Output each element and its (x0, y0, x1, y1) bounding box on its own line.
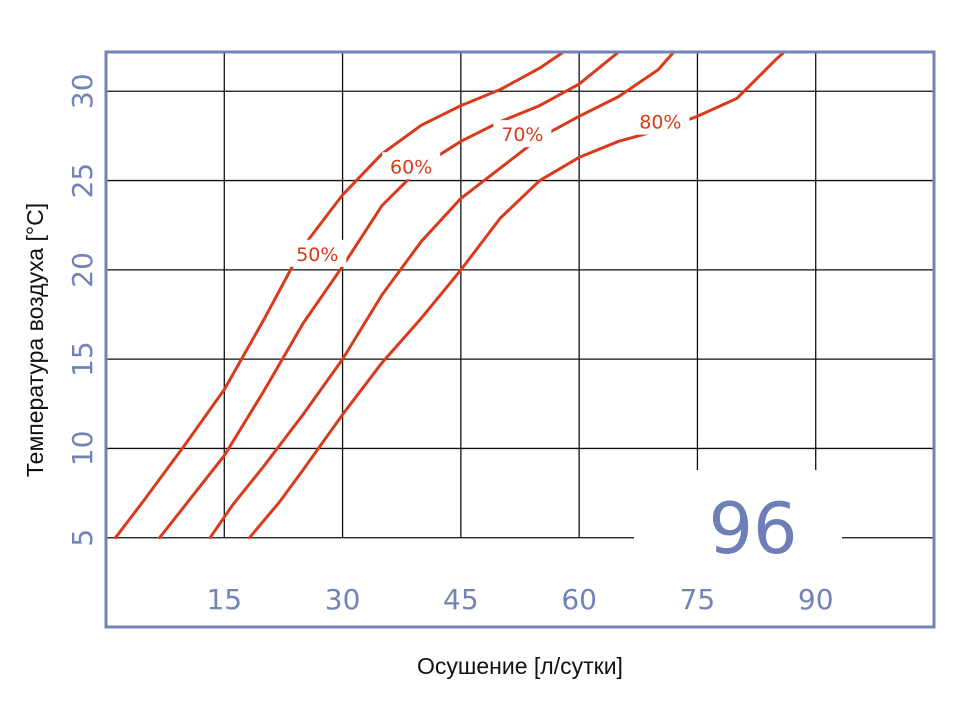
y-tick-5: 5 (66, 529, 99, 547)
y-tick-20: 20 (66, 252, 99, 288)
series-line-50pct (114, 50, 565, 540)
series-label-80pct: 80% (639, 112, 681, 134)
y-tick-30: 30 (66, 73, 99, 109)
x-tick-labels: 15 30 45 60 75 90 (206, 583, 833, 616)
x-axis-title: Осушение [л/сутки] (417, 653, 623, 679)
x-tick-75: 75 (680, 583, 716, 616)
series-label-50pct: 50% (296, 244, 338, 266)
series-label-bg-80pct (631, 107, 690, 135)
series-label-70pct: 70% (501, 124, 543, 146)
series-line-60pct (158, 50, 621, 540)
x-tick-30: 30 (325, 583, 361, 616)
series-label-bg-70pct (493, 120, 552, 148)
series-line-80pct (248, 50, 786, 540)
y-tick-25: 25 (66, 163, 99, 199)
y-tick-labels: 5 10 15 20 25 30 (66, 73, 99, 546)
series-lines: 50% 60% 70% 80% (114, 50, 786, 540)
x-tick-15: 15 (206, 583, 242, 616)
x-tick-45: 45 (443, 583, 479, 616)
badge-background (634, 470, 842, 610)
series-label-60pct: 60% (390, 156, 432, 178)
x-tick-60: 60 (561, 583, 597, 616)
x-tick-90: 90 (798, 583, 834, 616)
y-tick-10: 10 (66, 431, 99, 467)
series-label-bg-60pct (382, 152, 441, 180)
series-label-bg-50pct (288, 239, 347, 267)
series-line-70pct (208, 50, 676, 540)
plot-frame (104, 50, 936, 629)
y-tick-15: 15 (66, 341, 99, 377)
grid-lines (106, 52, 934, 539)
badge-number: 96 (708, 488, 797, 570)
y-axis-title: Температура воздуха [°C] (22, 203, 48, 477)
